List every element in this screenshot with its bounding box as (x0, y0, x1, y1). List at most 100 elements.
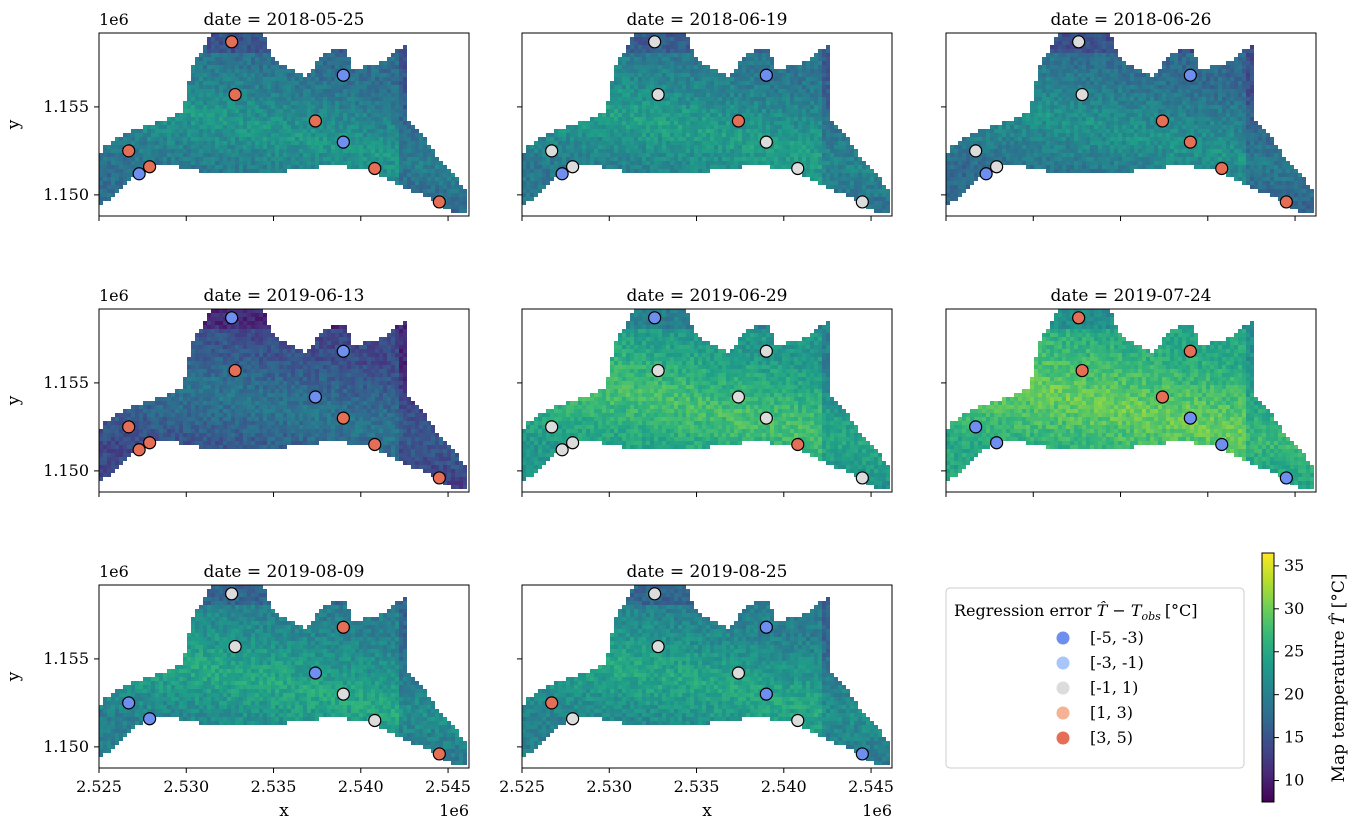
raster-cell (307, 81, 311, 85)
raster-cell (682, 117, 686, 121)
raster-cell (646, 121, 650, 125)
raster-cell (1134, 73, 1138, 77)
raster-cell (718, 81, 722, 85)
raster-cell (375, 85, 379, 89)
raster-cell (391, 153, 395, 157)
raster-cell (750, 157, 754, 161)
raster-cell (335, 77, 339, 81)
raster-cell (874, 197, 878, 201)
raster-cell (219, 97, 223, 101)
raster-cell (1130, 65, 1134, 69)
raster-cell (702, 137, 706, 141)
raster-cell (818, 157, 822, 161)
raster-cell (650, 49, 654, 53)
raster-cell (447, 189, 451, 193)
raster-cell (826, 129, 830, 133)
raster-cell (151, 125, 155, 129)
raster-cell (774, 113, 778, 117)
raster-cell (646, 129, 650, 133)
raster-cell (1078, 49, 1082, 53)
raster-cell (303, 161, 307, 165)
raster-cell (1246, 69, 1250, 73)
raster-cell (127, 173, 131, 177)
raster-cell (231, 153, 235, 157)
raster-cell (626, 81, 630, 85)
raster-cell (1114, 77, 1118, 81)
raster-cell (255, 49, 259, 53)
raster-cell (303, 85, 307, 89)
raster-cell (1214, 93, 1218, 97)
raster-cell (395, 93, 399, 97)
raster-cell (343, 93, 347, 97)
raster-cell (1150, 101, 1154, 105)
raster-cell (810, 69, 814, 73)
raster-cell (303, 157, 307, 161)
raster-cell (267, 117, 271, 121)
raster-cell (387, 85, 391, 89)
raster-cell (119, 141, 123, 145)
raster-cell (295, 101, 299, 105)
raster-cell (419, 141, 423, 145)
raster-cell (375, 117, 379, 121)
raster-cell (267, 113, 271, 117)
raster-cell (1222, 89, 1226, 93)
raster-cell (215, 157, 219, 161)
raster-cell (1082, 61, 1086, 65)
raster-cell (327, 137, 331, 141)
raster-cell (1214, 105, 1218, 109)
raster-cell (674, 41, 678, 45)
raster-cell (351, 85, 355, 89)
raster-cell (1058, 49, 1062, 53)
raster-cell (279, 77, 283, 81)
raster-cell (231, 65, 235, 69)
raster-cell (335, 157, 339, 161)
raster-cell (267, 165, 271, 169)
raster-cell (355, 85, 359, 89)
raster-cell (662, 133, 666, 137)
raster-cell (698, 81, 702, 85)
raster-cell (195, 97, 199, 101)
raster-cell (578, 129, 582, 133)
raster-cell (239, 109, 243, 113)
raster-cell (211, 33, 215, 37)
raster-cell (391, 149, 395, 153)
raster-cell (1118, 105, 1122, 109)
station-point (759, 135, 773, 149)
raster-cell (451, 185, 455, 189)
raster-cell (183, 101, 187, 105)
raster-cell (247, 53, 251, 57)
raster-cell (423, 177, 427, 181)
raster-cell (878, 185, 882, 189)
raster-cell (123, 137, 127, 141)
raster-cell (670, 93, 674, 97)
raster-cell (602, 125, 606, 129)
raster-cell (822, 165, 826, 169)
raster-cell (670, 117, 674, 121)
raster-cell (570, 125, 574, 129)
raster-cell (610, 113, 614, 117)
raster-cell (662, 73, 666, 77)
raster-cell (878, 201, 882, 205)
raster-cell (646, 69, 650, 73)
raster-cell (387, 169, 391, 173)
raster-cell (778, 137, 782, 141)
raster-cell (319, 97, 323, 101)
raster-cell (463, 209, 467, 213)
raster-cell (738, 161, 742, 165)
raster-cell (818, 93, 822, 97)
raster-cell (395, 113, 399, 117)
raster-cell (542, 161, 546, 165)
raster-cell (119, 153, 123, 157)
raster-cell (451, 205, 455, 209)
raster-cell (459, 193, 463, 197)
raster-cell (163, 153, 167, 157)
raster-cell (666, 133, 670, 137)
raster-cell (1082, 85, 1086, 89)
raster-cell (778, 125, 782, 129)
raster-cell (770, 105, 774, 109)
raster-cell (427, 153, 431, 157)
raster-cell (1122, 105, 1126, 109)
raster-cell (738, 65, 742, 69)
raster-cell (1222, 69, 1226, 73)
raster-cell (1062, 57, 1066, 61)
